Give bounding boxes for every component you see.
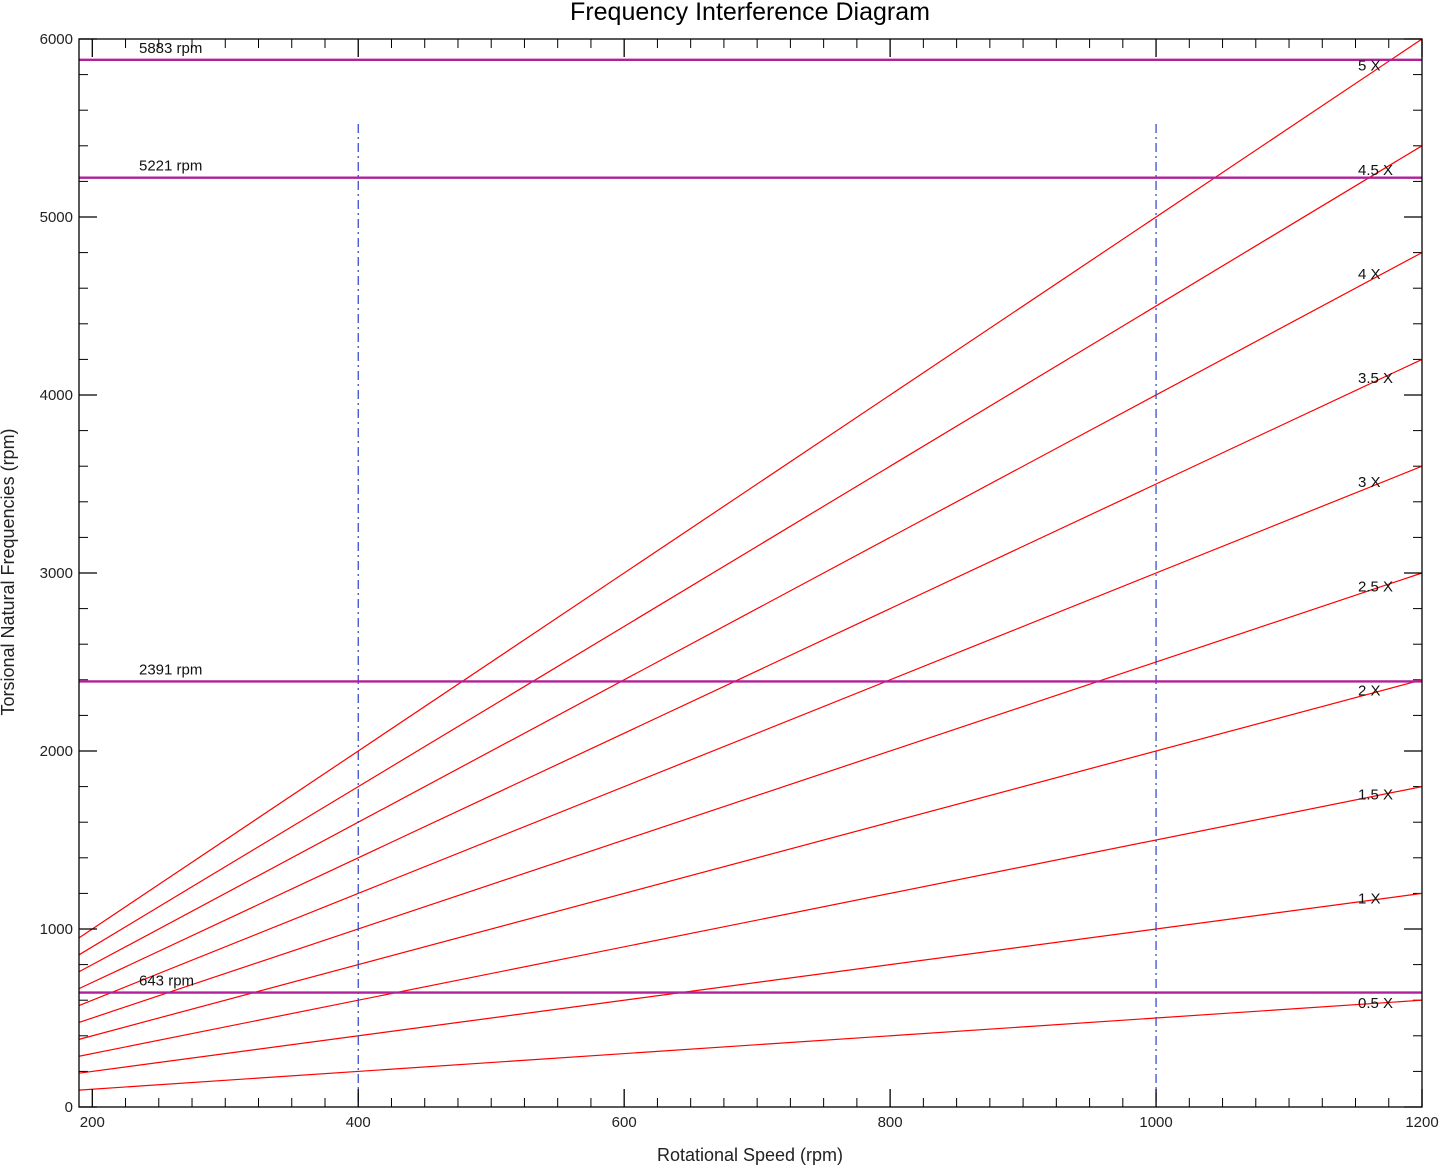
y-tick-label: 5000 — [40, 209, 73, 226]
natural-frequency-label: 643 rpm — [139, 973, 194, 990]
order-line — [78, 679, 1423, 1040]
order-line-label: 2 X — [1358, 682, 1381, 699]
order-line-label: 0.5 X — [1358, 995, 1393, 1012]
x-tick-label: 200 — [80, 1114, 105, 1131]
x-tick-label: 600 — [612, 1114, 637, 1131]
order-line-label: 3 X — [1358, 474, 1381, 491]
axes-group: 200 400 600 800 1000 1200 0 1000 2000 3000 4000 500… — [40, 31, 1439, 1131]
order-line — [78, 999, 1423, 1091]
labels-group: 0.5 X 1 X 1.5 X 2 X 2.5 X 3 X 3.5 X 4 X 4.5 X 5 X… — [139, 40, 1393, 1012]
natural-frequency-label: 5221 rpm — [139, 158, 202, 175]
order-line — [78, 358, 1423, 990]
order-line-label: 1.5 X — [1358, 787, 1393, 804]
y-axis-label: Torsional Natural Frequencies (rpm) — [0, 428, 18, 715]
order-line — [78, 786, 1423, 1057]
order-line — [78, 892, 1423, 1074]
order-line-label: 3.5 X — [1358, 370, 1393, 387]
order-line-label: 2.5 X — [1358, 578, 1393, 595]
natural-frequency-group — [79, 58, 1422, 994]
order-lines-group — [78, 38, 1423, 1091]
x-tick-label: 1000 — [1139, 1114, 1172, 1131]
order-line-label: 4 X — [1358, 266, 1381, 283]
order-line — [78, 252, 1423, 973]
y-tick-label: 3000 — [40, 565, 73, 582]
x-tick-label: 800 — [878, 1114, 903, 1131]
chart-title: Frequency Interference Diagram — [570, 0, 930, 26]
minor-tick-group — [79, 39, 1422, 1107]
y-tick-label: 4000 — [40, 387, 73, 404]
y-tick-label: 6000 — [40, 31, 73, 48]
order-line-label: 5 X — [1358, 58, 1381, 75]
operating-range-group — [357, 124, 1157, 1107]
natural-frequency-label: 5883 rpm — [139, 40, 202, 57]
order-line — [78, 38, 1423, 939]
order-line — [78, 465, 1423, 1007]
x-tick-label: 400 — [346, 1114, 371, 1131]
order-line-label: 4.5 X — [1358, 162, 1393, 179]
x-tick-label: 1200 — [1405, 1114, 1438, 1131]
x-axis-label: Rotational Speed (rpm) — [657, 1145, 843, 1165]
y-tick-label: 2000 — [40, 743, 73, 760]
order-line-label: 1 X — [1358, 891, 1381, 908]
order-line — [78, 145, 1423, 956]
natural-frequency-label: 2391 rpm — [139, 661, 202, 678]
order-line — [78, 572, 1423, 1024]
y-tick-label: 1000 — [40, 921, 73, 938]
y-tick-label: 0 — [65, 1099, 73, 1116]
